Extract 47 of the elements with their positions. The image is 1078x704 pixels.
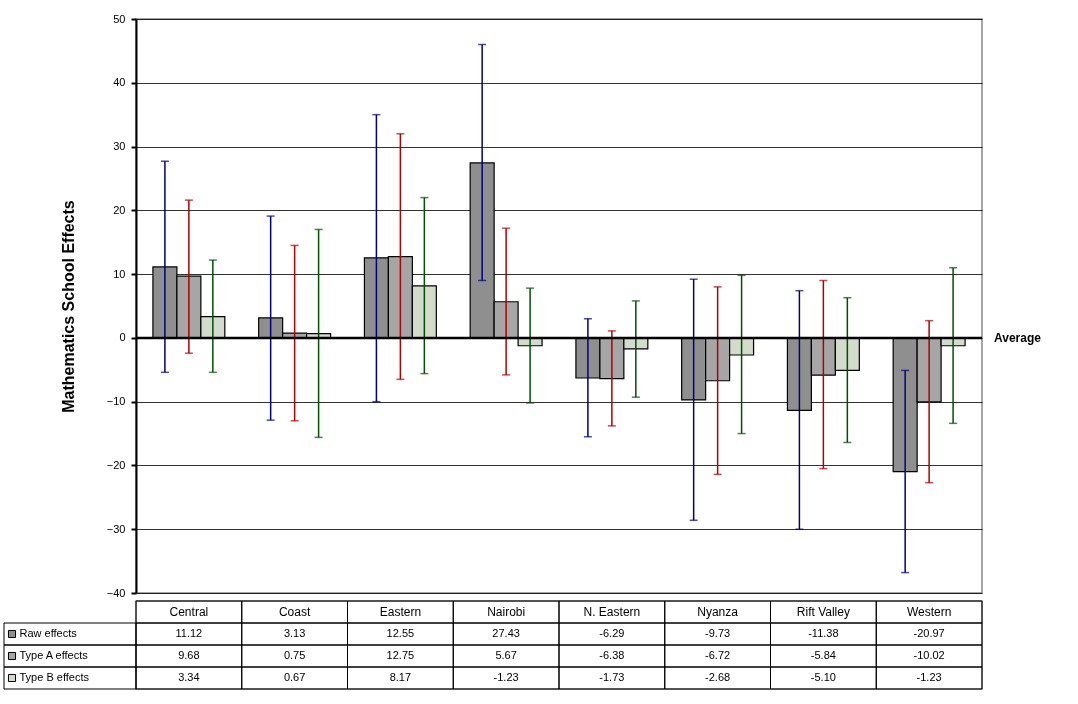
data-label: 11.12: [175, 627, 203, 639]
data-label: 3.13: [283, 627, 306, 639]
x-tick-label: Eastern: [379, 605, 422, 619]
y-tick-label: 30: [113, 140, 126, 153]
y-tick-label: 40: [113, 76, 126, 89]
data-label: -6.29: [599, 627, 625, 639]
x-tick-label: Nyanza: [697, 605, 739, 619]
data-label: -11.38: [808, 627, 839, 639]
data-label: 3.34: [178, 671, 200, 683]
data-label: 27.43: [492, 627, 520, 639]
data-label: -20.97: [913, 627, 945, 639]
legend-label: Type B effects: [19, 671, 90, 683]
data-label: 0.67: [283, 671, 306, 683]
data-label: 12.75: [386, 649, 415, 661]
data-label: 9.68: [178, 649, 200, 661]
y-tick-label: −40: [106, 586, 126, 599]
y-axis-title: Mathematics School Effects: [59, 200, 77, 413]
y-tick-label: −10: [106, 395, 126, 408]
x-tick-label: Western: [906, 605, 952, 619]
data-label: -1.73: [599, 671, 625, 683]
x-tick-label: N. Eastern: [583, 605, 641, 619]
data-label: -1.23: [916, 671, 942, 683]
data-label: -5.84: [810, 649, 836, 661]
data-label: 5.67: [495, 649, 517, 661]
data-label: -6.72: [705, 649, 731, 661]
x-tick-label: Nairobi: [487, 605, 526, 619]
data-label: -2.68: [705, 671, 731, 683]
data-label: 12.55: [386, 627, 415, 639]
data-label: 8.17: [389, 671, 412, 683]
data-label: -5.10: [810, 671, 836, 683]
legend-label: Type A effects: [19, 649, 89, 661]
data-label: -6.38: [599, 649, 625, 661]
data-label: -1.23: [493, 671, 519, 683]
data-label: -10.02: [913, 649, 945, 661]
y-tick-label: 20: [113, 203, 126, 216]
y-tick-label: −30: [106, 522, 126, 535]
data-label: 0.75: [283, 649, 306, 661]
y-tick-label: 50: [113, 12, 126, 25]
x-tick-label: Rift Valley: [796, 605, 850, 619]
x-tick-label: Coast: [278, 605, 311, 619]
y-tick-label: 10: [113, 267, 126, 280]
y-tick-label: −20: [106, 458, 126, 471]
x-tick-label: Central: [169, 605, 209, 619]
y-tick-label: 0: [119, 331, 126, 344]
legend-label: Raw effects: [19, 627, 78, 639]
data-label: -9.73: [705, 627, 731, 639]
ref-line-label: Average: [994, 330, 1042, 345]
